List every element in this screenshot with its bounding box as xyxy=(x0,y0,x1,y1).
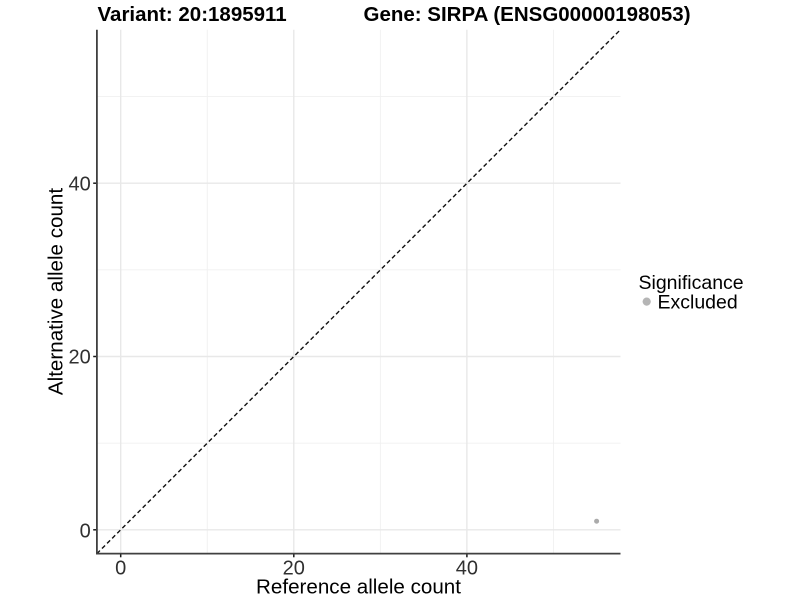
svg-text:40: 40 xyxy=(69,173,91,195)
svg-text:20: 20 xyxy=(283,558,305,580)
svg-text:0: 0 xyxy=(115,558,126,580)
svg-text:Variant: 20:1895911: Variant: 20:1895911 xyxy=(98,3,287,26)
svg-text:20: 20 xyxy=(69,347,91,369)
svg-text:0: 0 xyxy=(80,520,91,542)
svg-text:Significance: Significance xyxy=(639,272,744,294)
svg-text:Excluded: Excluded xyxy=(658,292,738,314)
svg-text:Alternative allele count: Alternative allele count xyxy=(45,188,68,395)
svg-text:Reference allele count: Reference allele count xyxy=(256,576,461,599)
svg-text:Gene: SIRPA (ENSG00000198053): Gene: SIRPA (ENSG00000198053) xyxy=(364,3,691,26)
svg-text:40: 40 xyxy=(456,558,478,580)
